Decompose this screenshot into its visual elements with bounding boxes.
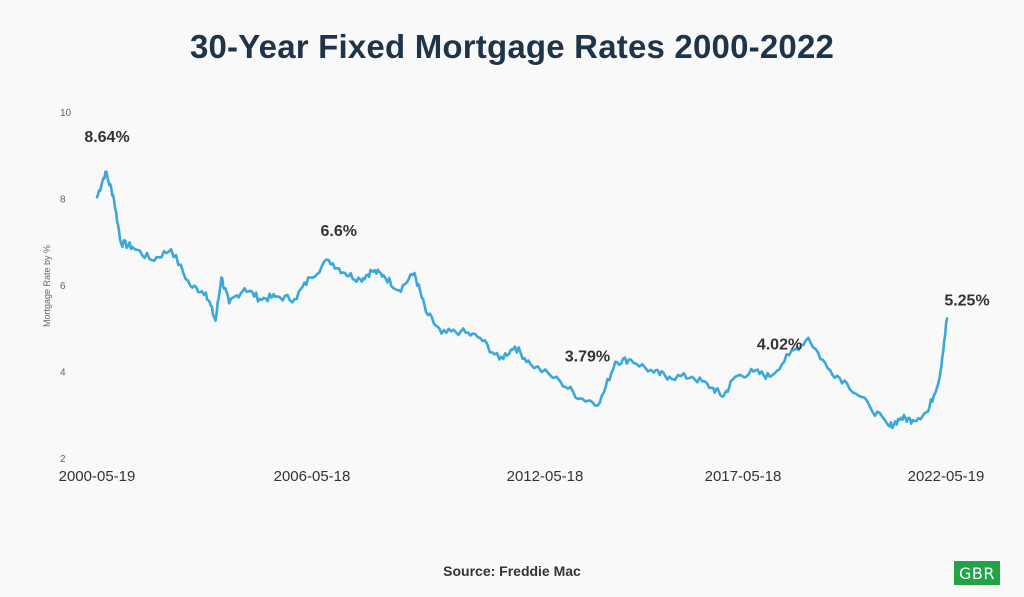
data-label: 8.64% [84, 129, 129, 146]
y-tick-label: 6 [60, 281, 66, 292]
y-tick-label: 4 [60, 368, 66, 379]
series-group [95, 170, 949, 430]
x-tick-label: 2000-05-19 [59, 468, 136, 485]
y-tick-label: 10 [60, 108, 72, 119]
rate-series-line [95, 170, 949, 430]
x-tick-label: 2012-05-18 [507, 468, 584, 485]
y-axis-label: Mortgage Rate by % [42, 245, 52, 327]
brand-logo: GBR [954, 561, 1000, 585]
x-tick-label: 2022-05-19 [908, 468, 985, 485]
y-tick-label: 8 [60, 195, 66, 206]
y-axis: 2 4 6 8 10 [60, 108, 72, 465]
source-note: Source: Freddie Mac [443, 563, 581, 579]
y-tick-label: 2 [60, 454, 66, 465]
x-tick-label: 2017-05-18 [705, 468, 782, 485]
chart-title: 30-Year Fixed Mortgage Rates 2000-2022 [189, 28, 835, 65]
x-tick-label: 2006-05-18 [274, 468, 351, 485]
data-label: 4.02% [757, 337, 802, 354]
annotation-group: 8.64% 6.6% 3.79% 4.02% 5.25% [84, 129, 989, 366]
data-label: 5.25% [944, 292, 989, 309]
x-axis: 2000-05-19 2006-05-18 2012-05-18 2017-05-18… [59, 468, 985, 485]
data-label: 3.79% [565, 349, 610, 366]
data-label: 6.6% [320, 223, 356, 240]
